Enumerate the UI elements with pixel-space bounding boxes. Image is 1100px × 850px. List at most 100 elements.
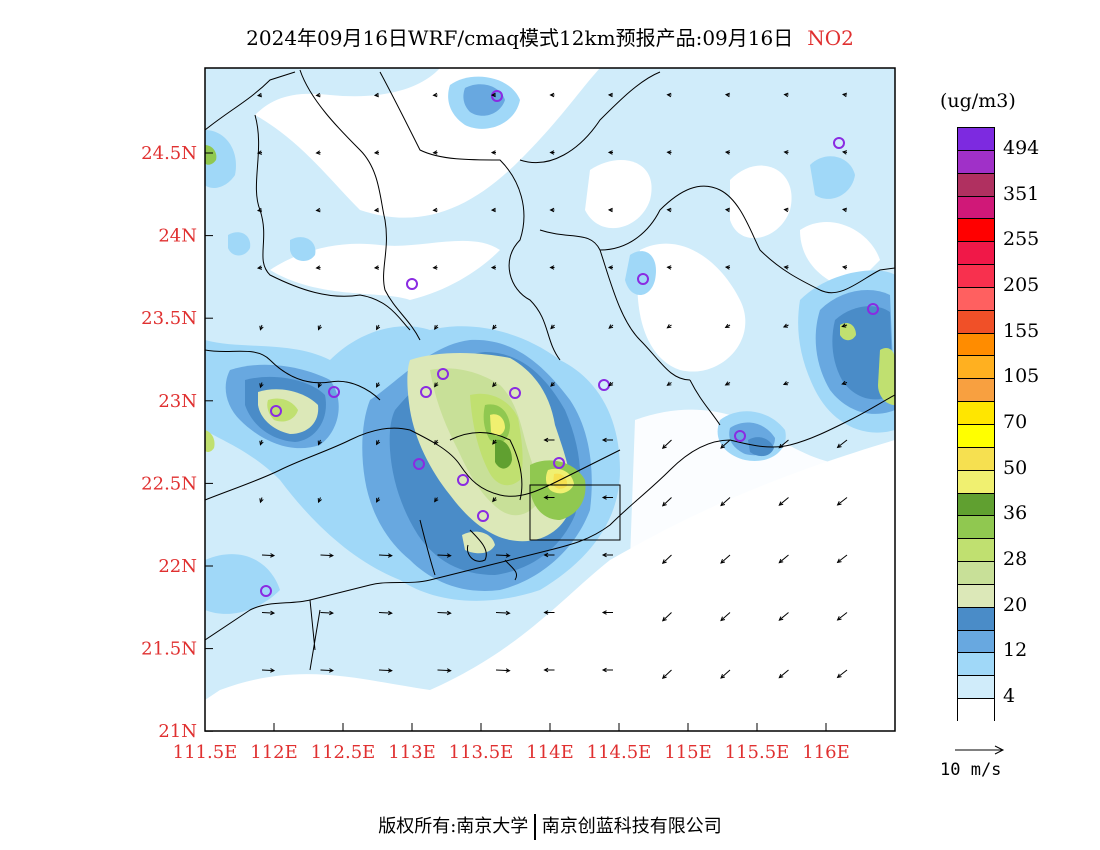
lat-tick-label: 24N [158, 226, 197, 247]
lat-tick-label: 22N [158, 556, 197, 577]
colorbar-label: 12 [1003, 639, 1028, 662]
wind-arrow [434, 439, 439, 446]
lon-tick-label: 112.5E [311, 742, 376, 763]
lon-tick-label: 115.5E [725, 742, 790, 763]
wind-arrow [490, 207, 497, 213]
colorbar-segment [958, 424, 994, 448]
wind-arrow [778, 554, 789, 564]
wind-arrow [666, 207, 672, 213]
station-marker [270, 405, 282, 417]
station-marker [509, 387, 521, 399]
wind-arrow [549, 265, 555, 270]
wind-arrow [373, 207, 380, 213]
wind-arrow [836, 612, 848, 621]
wind-arrow [720, 612, 731, 622]
wind-reference-arrow [955, 745, 1005, 755]
colorbar-segment [958, 447, 994, 471]
colorbar-segment [958, 699, 994, 722]
wind-arrow [437, 610, 452, 616]
wind-arrow [543, 495, 555, 500]
colorbar-label: 155 [1003, 319, 1040, 342]
wind-arrow [378, 668, 393, 673]
wind-arrow [666, 265, 672, 270]
colorbar-segment [958, 539, 994, 563]
wind-arrow [661, 439, 672, 449]
colorbar-segment [958, 516, 994, 540]
lon-tick-label: 113E [388, 742, 436, 763]
wind-arrow [317, 324, 322, 331]
wind-arrow [256, 92, 263, 98]
wind-arrow [841, 380, 848, 386]
wind-arrow [661, 612, 672, 622]
station-marker [328, 386, 340, 398]
wind-arrow [836, 554, 848, 564]
colorbar-segment [958, 470, 994, 494]
wind-arrow [259, 439, 264, 446]
wind-arrow [432, 265, 438, 270]
wind-arrow [495, 553, 511, 558]
lat-tick-label: 21.5N [141, 639, 197, 660]
wind-arrow [836, 439, 848, 449]
wind-arrow [782, 323, 789, 328]
wind-arrow [666, 324, 672, 329]
map-title: 2024年09月16日WRF/cmaq模式12km预报产品:09月16日 NO2 [0, 22, 1100, 51]
wind-arrow [315, 265, 321, 270]
wind-arrow [550, 324, 555, 330]
colorbar-segment [958, 310, 994, 334]
wind-arrow [549, 207, 555, 213]
lon-tick-label: 113.5E [449, 742, 514, 763]
station-marker [867, 303, 879, 315]
wind-arrow [782, 381, 789, 386]
wind-arrow [432, 150, 438, 155]
wind-arrow [601, 667, 613, 673]
wind-arrow [434, 382, 439, 388]
wind-arrow [490, 265, 497, 270]
colorbar-unit: (ug/m3) [940, 90, 1016, 112]
colorbar-segment [958, 333, 994, 357]
wind-arrow [376, 382, 381, 388]
colorbar-segment [958, 219, 994, 243]
wind-arrow [490, 92, 497, 98]
wind-arrow [317, 439, 322, 446]
station-marker [637, 273, 649, 285]
copyright-footer: 版权所有:南京大学 南京创蓝科技有限公司 [0, 812, 1100, 840]
wind-arrow [432, 207, 438, 213]
station-marker [491, 90, 503, 102]
wind-arrow [259, 497, 264, 504]
wind-arrow [490, 150, 497, 155]
colorbar-label: 105 [1003, 365, 1040, 388]
footer-divider [534, 814, 536, 840]
lon-tick-label: 111.5E [173, 742, 238, 763]
wind-arrow [607, 92, 614, 98]
wind-arrow [543, 610, 555, 615]
wind-arrow [607, 265, 614, 270]
wind-arrow [543, 437, 555, 443]
wind-arrow [666, 150, 672, 155]
colorbar [957, 127, 995, 722]
station-marker [437, 368, 449, 380]
wind-arrow [724, 207, 731, 213]
colorbar-segment [958, 196, 994, 220]
lat-tick-label: 23N [158, 391, 197, 412]
colorbar-segment [958, 607, 994, 631]
station-markers [260, 90, 879, 597]
wind-arrow [434, 324, 439, 331]
colorbar-segment [958, 379, 994, 403]
wind-arrow [783, 150, 789, 155]
station-marker [406, 278, 418, 290]
wind-arrow [836, 669, 848, 679]
station-marker [833, 137, 845, 149]
wind-arrow [543, 552, 555, 558]
lon-tick-label: 115E [664, 742, 712, 763]
wind-arrow [492, 439, 497, 445]
colorbar-label: 70 [1003, 411, 1028, 433]
wind-arrow [724, 265, 731, 270]
lat-tick-label: 23.5N [141, 308, 197, 329]
wind-arrow [601, 552, 613, 558]
copyright-company: 南京创蓝科技有限公司 [541, 816, 722, 837]
colorbar-label: 205 [1003, 273, 1040, 296]
wind-reference-label: 10 m/s [940, 760, 1002, 780]
wind-arrow [317, 497, 322, 504]
station-marker [553, 457, 565, 469]
